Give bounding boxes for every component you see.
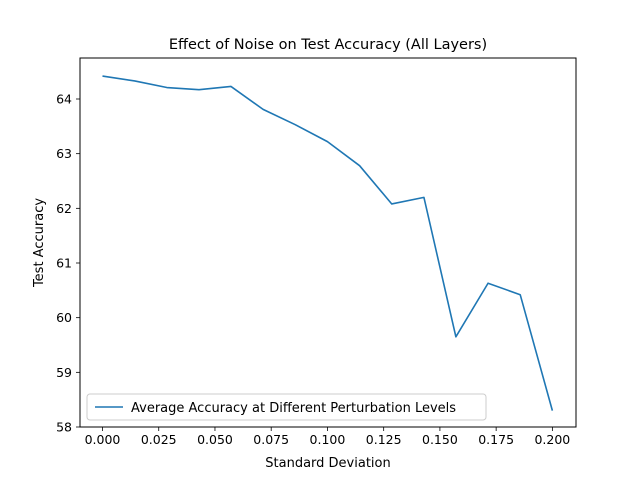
y-axis: 58 59 60 61 62 63 64 xyxy=(56,92,80,435)
y-tick-label: 64 xyxy=(56,92,72,107)
x-tick-label: 0.025 xyxy=(141,432,177,447)
x-axis: 0.000 0.025 0.050 0.075 0.100 0.125 0.150 0.175… xyxy=(85,427,570,447)
series-layer xyxy=(102,75,554,411)
y-tick-label: 58 xyxy=(56,420,72,435)
x-tick-label: 0.100 xyxy=(310,432,346,447)
plot-frame xyxy=(79,57,577,428)
y-tick-label: 60 xyxy=(56,310,72,325)
y-tick-label: 61 xyxy=(56,256,72,271)
x-tick-label: 0.200 xyxy=(534,432,570,447)
x-tick-label: 0.050 xyxy=(197,432,233,447)
y-tick-label: 59 xyxy=(56,365,72,380)
chart-title: Effect of Noise on Test Accuracy (All La… xyxy=(169,37,487,53)
y-axis-label: Test Accuracy xyxy=(32,198,47,288)
y-tick-label: 63 xyxy=(56,146,72,161)
x-tick-label: 0.075 xyxy=(253,432,289,447)
y-tick-label: 62 xyxy=(56,201,72,216)
x-axis-label: Standard Deviation xyxy=(265,456,390,471)
legend-entry-label: Average Accuracy at Different Perturbati… xyxy=(131,401,456,416)
x-tick-label: 0.150 xyxy=(422,432,458,447)
x-tick-label: 0.000 xyxy=(85,432,121,447)
series-line xyxy=(102,75,554,411)
x-tick-label: 0.125 xyxy=(366,432,402,447)
legend: Average Accuracy at Different Perturbati… xyxy=(86,393,487,421)
x-tick-label: 0.175 xyxy=(478,432,514,447)
legend-box xyxy=(86,393,487,421)
